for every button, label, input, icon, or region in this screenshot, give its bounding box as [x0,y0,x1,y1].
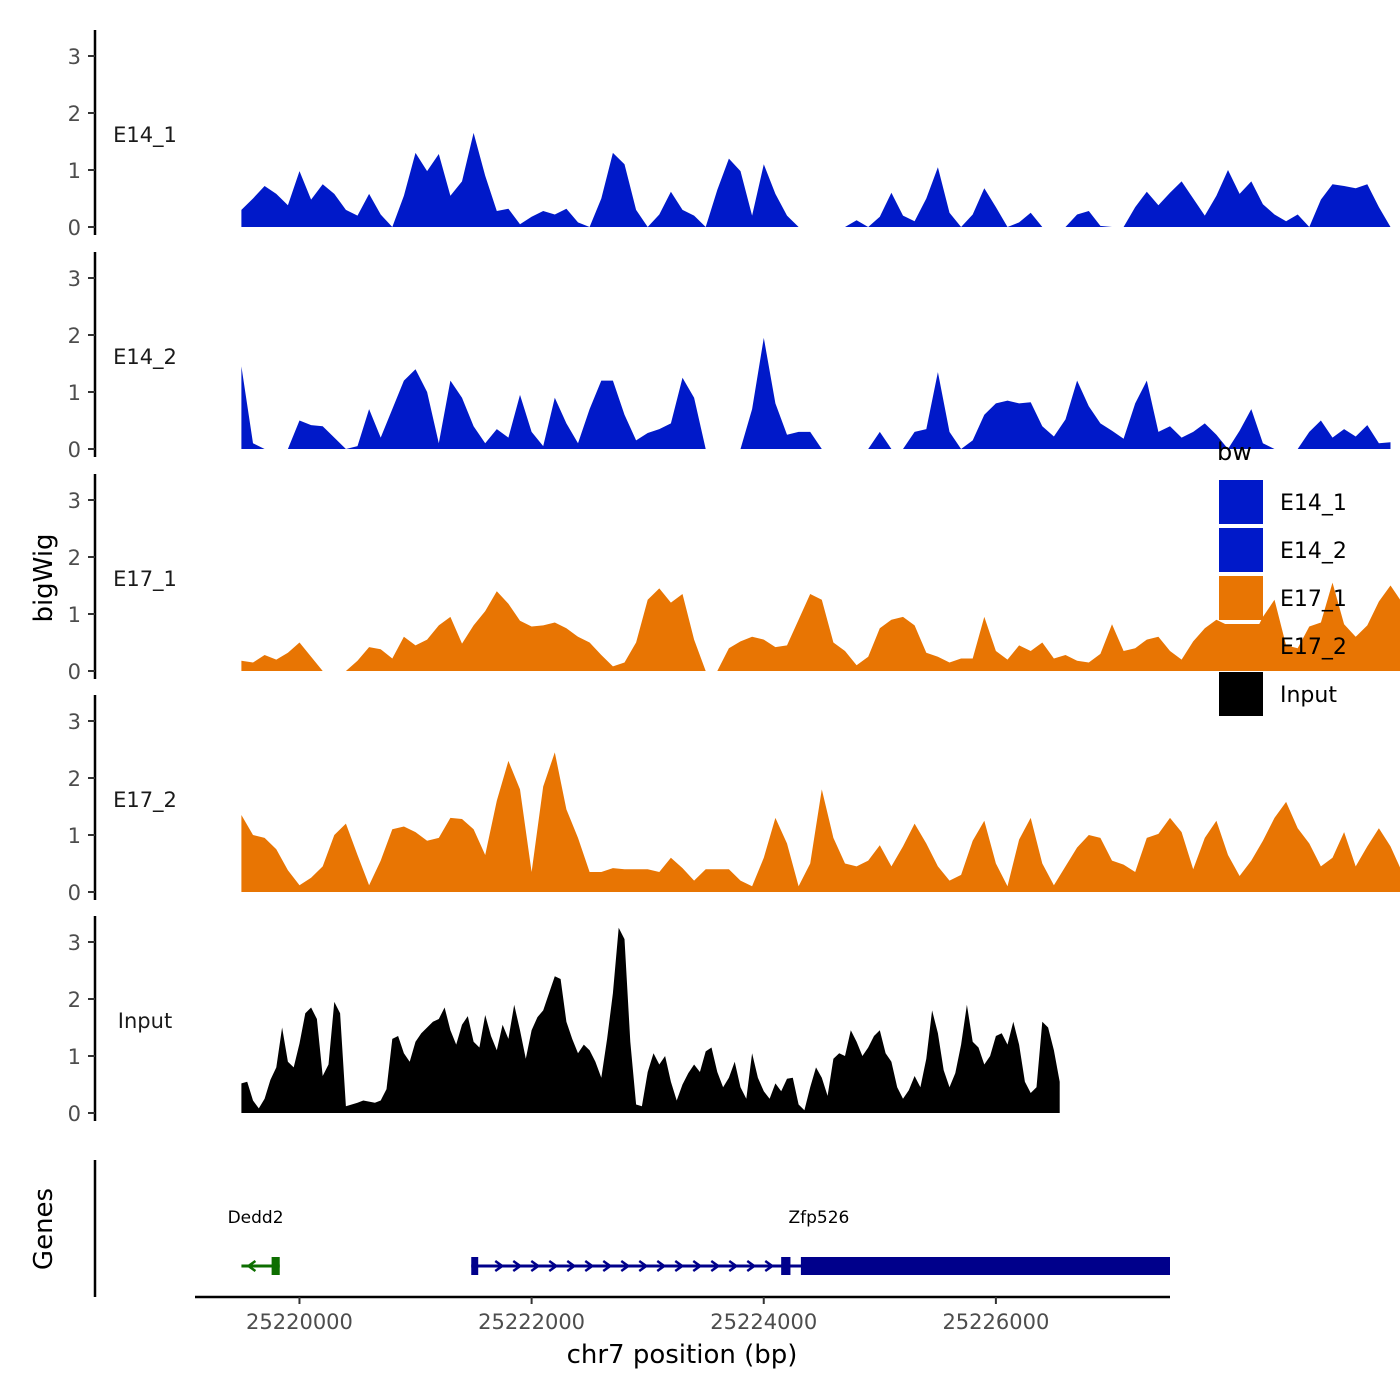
gene-exon [271,1257,280,1275]
legend-label: Input [1280,683,1337,708]
gene-exon [471,1257,479,1275]
y-tick-label: 1 [68,159,81,183]
bigwig-track-panels: 0 1 2 3 E14_1 0 1 2 3 E14_2 0 1 2 3 E17_1 0 1 2 3 E17_2 0 1 2 3… [68,30,1400,1126]
y-tick-label: 0 [68,881,81,905]
y-tick-label: 3 [68,931,81,955]
gene-Dedd2: Dedd2 [228,1208,284,1275]
strand-arrow [566,1259,577,1273]
strand-arrow [728,1259,739,1273]
legend-label: E17_1 [1280,587,1347,612]
legend-entry-Input: Input [1219,672,1337,716]
strand-arrow [584,1259,595,1273]
track-label: E17_2 [113,788,177,813]
x-tick-label: 25224000 [710,1310,817,1334]
gene-Zfp526: Zfp526 [471,1208,1170,1275]
legend: bw E14_1 E14_2 E17_1 E17_2 Input [1217,438,1347,716]
track-panel-E17_1: 0 1 2 3 E17_1 [68,474,1400,684]
legend-label: E17_2 [1280,635,1347,660]
strand-arrow [674,1259,685,1273]
y-tick-label: 0 [68,438,81,462]
legend-swatch [1219,528,1263,572]
y-tick-label: 1 [68,381,81,405]
x-tick-label: 25220000 [246,1310,353,1334]
legend-swatch [1219,672,1263,716]
gene-label: Dedd2 [228,1208,284,1228]
legend-swatch [1219,480,1263,524]
coverage-area-E17_1 [241,582,1400,671]
gene-exon [781,1257,791,1275]
strand-arrow [620,1259,631,1273]
y-tick-label: 2 [68,988,81,1012]
strand-arrow [764,1259,775,1273]
strand-arrow [512,1259,523,1273]
strand-arrow [246,1259,257,1273]
y-tick-label: 3 [68,710,81,734]
y-tick-label: 0 [68,1102,81,1126]
legend-label: E14_2 [1280,539,1347,564]
track-panel-E14_1: 0 1 2 3 E14_1 [68,30,1391,240]
coverage-area-Input [241,927,1060,1113]
y-tick-label: 1 [68,1045,81,1069]
track-panel-E14_2: 0 1 2 3 E14_2 [68,252,1391,462]
legend-entry-E14_2: E14_2 [1219,528,1347,572]
track-label: E17_1 [113,567,177,592]
genes-axis-title: Genes [29,1188,59,1270]
track-label: E14_2 [113,345,177,370]
strand-arrow [710,1259,721,1273]
y-tick-label: 0 [68,216,81,240]
genes-panel: Dedd2 Zfp526 [93,1160,1170,1297]
y-tick-label: 2 [68,546,81,570]
gene-label: Zfp526 [788,1208,849,1228]
legend-swatch [1219,576,1263,620]
strand-arrow [638,1259,649,1273]
track-label: E14_1 [113,123,177,148]
strand-arrow [494,1259,505,1273]
strand-arrow [548,1259,559,1273]
y-tick-label: 3 [68,45,81,69]
track-panel-E17_2: 0 1 2 3 E17_2 [68,695,1400,905]
legend-title: bw [1217,438,1252,466]
strand-arrow [602,1259,613,1273]
legend-entry-E17_2: E17_2 [1219,624,1347,668]
coverage-area-E17_2 [241,752,1400,892]
y-tick-label: 0 [68,660,81,684]
gene-exon [800,1257,1170,1275]
legend-entry-E17_1: E17_1 [1219,576,1347,620]
y-tick-label: 1 [68,603,81,627]
strand-arrow [692,1259,703,1273]
track-panel-Input: 0 1 2 3 Input [68,916,1060,1126]
y-tick-label: 1 [68,824,81,848]
coverage-area-E14_1 [241,132,1391,227]
legend-swatch [1219,624,1263,668]
y-tick-label: 2 [68,324,81,348]
y-tick-label: 3 [68,489,81,513]
x-tick-label: 25226000 [942,1310,1049,1334]
x-axis-title: chr7 position (bp) [567,1340,798,1370]
strand-arrow [530,1259,541,1273]
x-axis: 25220000 25222000 25224000 25226000 [195,1295,1170,1334]
legend-label: E14_1 [1280,491,1347,516]
strand-arrow [656,1259,667,1273]
coverage-area-E14_2 [241,337,1391,449]
strand-arrow [746,1259,757,1273]
y-tick-label: 2 [68,102,81,126]
y-tick-label: 3 [68,267,81,291]
y-axis-title: bigWig [29,533,59,622]
track-label: Input [118,1009,172,1033]
legend-entry-E14_1: E14_1 [1219,480,1347,524]
y-tick-label: 2 [68,767,81,791]
x-tick-label: 25222000 [478,1310,585,1334]
